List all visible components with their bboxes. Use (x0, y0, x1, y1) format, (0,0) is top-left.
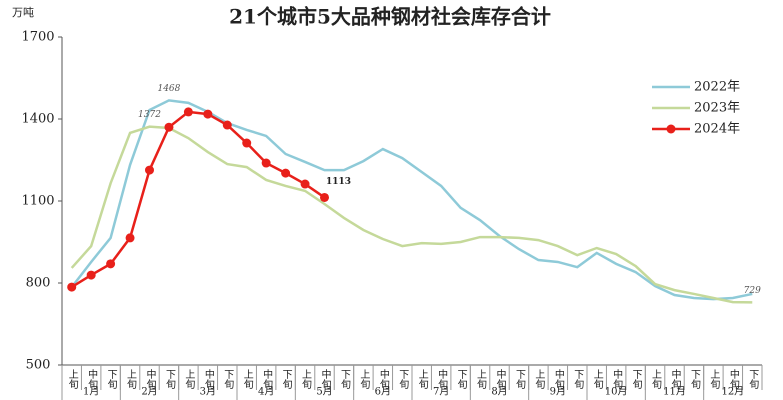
point (67, 282, 77, 292)
group-label: 12月 (721, 386, 744, 398)
x-tick-label: 下旬 (747, 369, 759, 390)
point (106, 259, 116, 269)
x-tick-label: 上旬 (241, 369, 253, 390)
group-label: 9月 (550, 386, 566, 398)
x-tick-label: 中旬 (727, 368, 739, 390)
x-tick-label: 上旬 (533, 369, 545, 390)
point (145, 165, 154, 175)
x-tick-label: 中旬 (494, 368, 506, 390)
series-line (70, 99, 753, 301)
y-tick-label: 800 (26, 276, 51, 291)
point (222, 120, 232, 130)
point (183, 107, 193, 117)
x-tick-label: 上旬 (358, 369, 370, 390)
value-label: 729 (744, 286, 761, 296)
x-tick-label: 中旬 (436, 368, 448, 390)
x-tick-label: 下旬 (513, 369, 525, 390)
x-tick-label: 中旬 (144, 368, 156, 390)
x-tick-label: 中旬 (669, 368, 681, 390)
legend-label: 2022年 (694, 80, 740, 95)
x-tick-label: 上旬 (591, 369, 603, 390)
y-tick-label: 1700 (21, 30, 54, 45)
y-unit: 万吨 (12, 6, 34, 19)
x-tick-label: 下旬 (163, 369, 175, 390)
group-label: 4月 (258, 386, 274, 398)
x-tick-label: 上旬 (650, 369, 662, 390)
point (261, 158, 271, 168)
group-label: 8月 (491, 386, 507, 398)
chart-title: 21个城市5大品种钢材社会库存合计 (229, 5, 551, 29)
group-label: 7月 (433, 386, 449, 398)
x-tick-label: 中旬 (261, 368, 273, 390)
x-tick-label: 下旬 (105, 369, 117, 390)
point (300, 179, 310, 189)
series-line (70, 125, 753, 304)
group-label: 10月 (605, 386, 628, 398)
x-tick-label: 下旬 (455, 369, 467, 390)
point (203, 109, 213, 119)
x-tick-label: 中旬 (552, 368, 564, 390)
legend-label: 2024年 (694, 122, 740, 137)
x-tick-label: 上旬 (300, 369, 312, 390)
x-tick-label: 下旬 (222, 369, 234, 390)
group-label: 5月 (316, 386, 332, 398)
group-label: 3月 (200, 386, 216, 398)
legend-label: 2023年 (694, 101, 740, 116)
x-tick-label: 上旬 (416, 369, 428, 390)
y-tick-label: 1100 (21, 194, 54, 209)
x-tick-label: 下旬 (280, 369, 292, 390)
x-tick-label: 中旬 (611, 368, 623, 390)
point (320, 192, 329, 202)
x-tick-label: 上旬 (475, 369, 487, 390)
point (281, 168, 291, 178)
x-tick-label: 中旬 (377, 368, 389, 390)
x-tick-label: 中旬 (202, 368, 214, 390)
point (125, 233, 135, 243)
group-label: 2月 (141, 386, 157, 398)
x-tick-label: 下旬 (572, 369, 584, 390)
point (86, 270, 96, 280)
value-label: 1372 (138, 110, 161, 120)
x-tick-label: 上旬 (708, 369, 720, 390)
point (242, 138, 252, 148)
x-tick-label: 下旬 (630, 369, 642, 390)
x-tick-label: 中旬 (86, 368, 98, 390)
x-tick-label: 中旬 (319, 368, 331, 390)
group-label: 6月 (375, 386, 391, 398)
x-tick-label: 下旬 (688, 369, 700, 390)
y-tick-label: 500 (26, 358, 51, 373)
x-tick-label: 下旬 (338, 369, 350, 390)
x-tick-label: 下旬 (397, 369, 409, 390)
y-tick-label: 1400 (21, 112, 54, 127)
x-tick-label: 上旬 (125, 369, 137, 390)
group-label: 11月 (663, 386, 686, 398)
point (164, 122, 174, 132)
group-label: 1月 (83, 386, 99, 398)
value-label: 1468 (157, 84, 180, 94)
value-label: 1113 (326, 177, 351, 187)
x-tick-label: 上旬 (183, 369, 195, 390)
x-tick-label: 上旬 (66, 369, 78, 390)
legend-marker (666, 124, 676, 134)
